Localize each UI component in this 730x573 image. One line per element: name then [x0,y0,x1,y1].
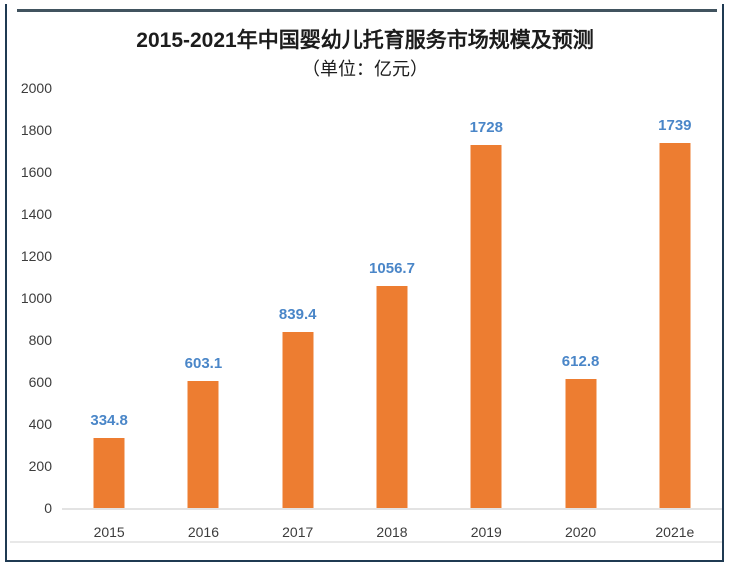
y-axis-tick-label: 600 [28,374,52,390]
bar[interactable] [376,286,408,508]
y-axis-tick-label: 1400 [20,206,52,222]
y-axis-tick-label: 1200 [20,248,52,264]
bar[interactable] [565,379,597,508]
chart-title-block: 2015-2021年中国婴幼儿托育服务市场规模及预测 （单位：亿元） [0,28,730,82]
x-axis-baseline [62,508,722,510]
frame-border-right [722,4,724,562]
chart-subtitle-unit: （单位：亿元） [302,59,428,79]
bar[interactable] [659,142,691,508]
bar-value-label: 1739 [658,116,692,134]
x-axis-tick-label: 2017 [282,524,314,540]
x-axis-tick-label: 2016 [187,524,219,540]
bar[interactable] [470,145,502,508]
bar-group: 1728 [439,88,533,508]
y-axis-tick-label: 800 [28,332,52,348]
x-axis-tick-label: 2015 [93,524,125,540]
bar-value-label: 603.1 [184,355,223,373]
y-axis-tick-label: 2000 [20,80,52,96]
y-axis-tick-label: 1600 [20,164,52,180]
y-axis-tick-label: 1000 [20,290,52,306]
x-axis-tick-label: 2021e [655,524,695,540]
bar-group: 334.8 [62,88,156,508]
bar-value-label: 612.8 [561,353,600,371]
bar[interactable] [282,331,314,508]
bar-value-label: 334.8 [90,411,128,429]
x-axis-tick-label: 2018 [376,524,408,540]
bar-value-label: 1728 [469,119,503,137]
x-axis-tick-label: 2019 [470,524,502,540]
y-axis-tick-label: 1800 [20,122,52,138]
bar[interactable] [93,437,125,508]
bar-group: 839.4 [251,88,345,508]
frame-border-bottom [5,560,724,562]
header-divider-rule [17,9,717,12]
chart-title: 2015-2021年中国婴幼儿托育服务市场规模及预测 [136,29,594,52]
bar-value-label: 1056.7 [369,260,415,278]
bar-group: 603.1 [156,88,250,508]
frame-border-left [5,4,7,562]
plot-area: 334.8 603.1 839.4 1056.7 1728 612.8 1739 [62,88,722,508]
footer-divider-rule [10,541,722,543]
y-axis: 2000 1800 1600 1400 1200 1000 800 600 400 200 0 [0,80,52,516]
y-axis-tick-label: 400 [28,416,52,432]
bar-group: 1739 [628,88,722,508]
y-axis-tick-label: 200 [28,458,52,474]
bar[interactable] [187,381,219,508]
bar-value-label: 839.4 [278,305,317,323]
bar-group: 612.8 [533,88,627,508]
y-axis-tick-label: 0 [44,500,52,516]
x-axis-tick-label: 2020 [564,524,597,540]
bar-group: 1056.7 [345,88,439,508]
